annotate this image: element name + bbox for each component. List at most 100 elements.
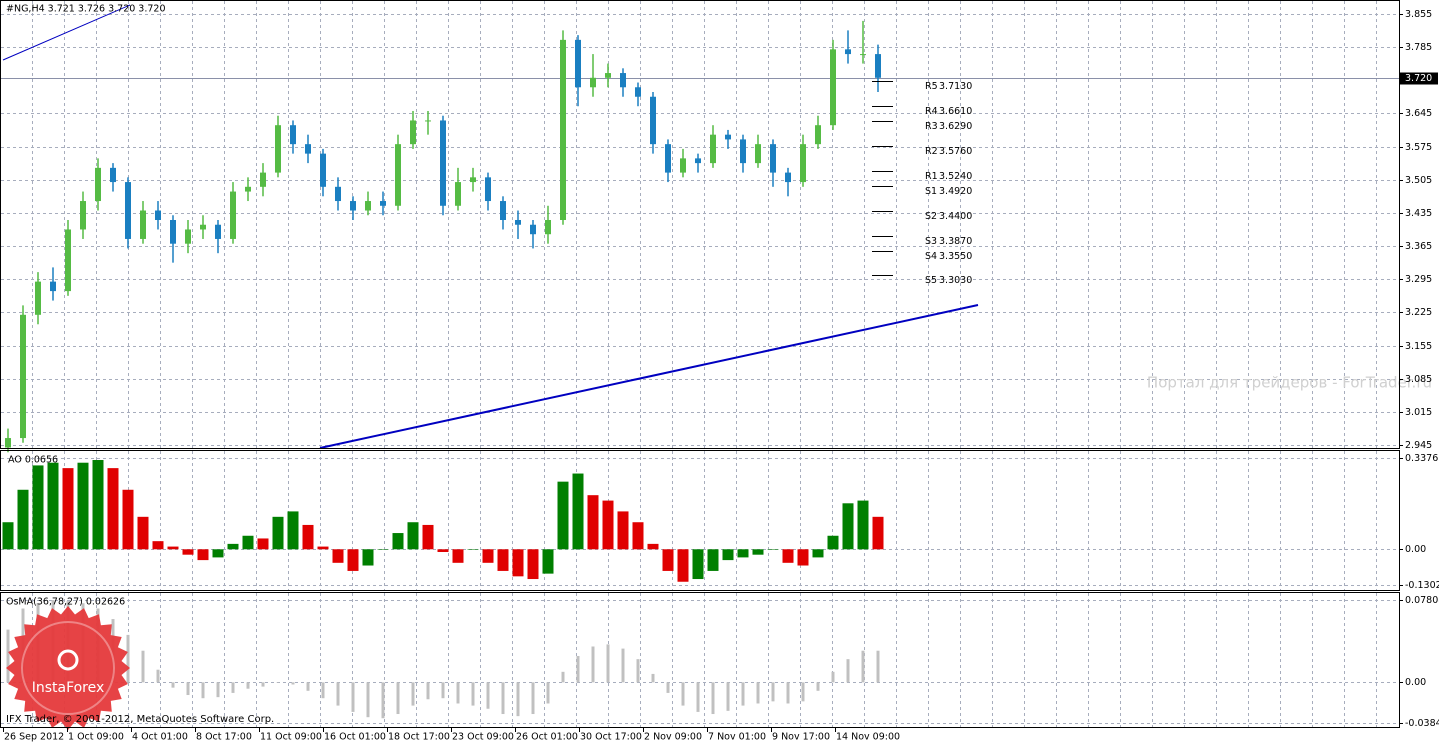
histogram-bar <box>227 543 239 550</box>
histogram-bar <box>827 535 839 550</box>
osma-panel-frame <box>0 592 1400 728</box>
histogram-bar <box>767 549 779 550</box>
histogram-bar <box>6 629 10 683</box>
candle-body <box>605 73 611 78</box>
histogram-bar <box>156 669 160 683</box>
candle-body <box>410 120 416 145</box>
histogram-bar <box>62 468 74 550</box>
histogram-bar <box>426 682 430 700</box>
histogram-bar <box>467 549 479 550</box>
candle-body <box>695 158 701 164</box>
histogram-bar <box>587 495 599 550</box>
histogram-bar <box>857 500 869 550</box>
candle-body <box>200 224 206 230</box>
histogram-bar <box>302 524 314 550</box>
candle-body <box>140 210 146 239</box>
candle-body <box>395 144 401 206</box>
candle-body <box>845 49 851 55</box>
candle-body <box>755 144 761 164</box>
candle-body <box>800 144 806 183</box>
histogram-bar <box>171 682 175 688</box>
candle-body <box>245 186 251 192</box>
histogram-bar <box>636 659 640 683</box>
x-tick-label: 11 Oct 09:00 <box>260 732 322 743</box>
x-tick-label: 1 Oct 09:00 <box>68 732 124 743</box>
histogram-bar <box>362 549 374 566</box>
histogram-bar <box>407 522 419 550</box>
pivot-name: S2 <box>925 211 937 222</box>
histogram-bar <box>351 682 355 712</box>
histogram-bar <box>872 516 884 550</box>
histogram-bar <box>381 682 385 719</box>
y-tick-label: 3.435 <box>1405 208 1432 219</box>
candle-body <box>665 144 671 173</box>
histogram-bar <box>842 503 854 550</box>
ao-title: AO 0.0656 <box>8 455 58 466</box>
histogram-bar <box>542 549 554 574</box>
candle-body <box>215 224 221 239</box>
pivot-name: R2 <box>925 146 938 157</box>
x-tick-label: 9 Nov 17:00 <box>772 732 830 743</box>
pivot-name: R4 <box>925 106 938 117</box>
histogram-bar <box>152 541 164 550</box>
histogram-bar <box>602 500 614 550</box>
histogram-bar <box>812 549 824 558</box>
histogram-bar <box>846 659 850 683</box>
pivot-name: R3 <box>925 121 938 132</box>
histogram-bar <box>77 462 89 550</box>
pivot-value: 3.6290 <box>939 121 972 132</box>
histogram-bar <box>662 549 674 571</box>
y-tick-label: 0.07808 <box>1405 595 1439 606</box>
candle-body <box>230 191 236 239</box>
candle-body <box>680 158 686 173</box>
histogram-bar <box>797 549 809 566</box>
histogram-bar <box>197 549 209 561</box>
trend-line <box>2 4 131 61</box>
candle-body <box>785 172 791 183</box>
candle-body <box>830 49 836 126</box>
candle-body <box>470 177 476 183</box>
pivot-name: R1 <box>925 171 938 182</box>
candle-body <box>530 224 536 235</box>
x-tick-label: 7 Nov 01:00 <box>708 732 766 743</box>
candle-body <box>350 201 356 211</box>
candle-body <box>545 219 551 235</box>
histogram-bar <box>411 682 415 706</box>
x-tick-label: 26 Sep 2012 <box>4 732 64 743</box>
histogram-bar <box>456 682 460 704</box>
histogram-bar <box>486 682 490 709</box>
histogram-bar <box>332 549 344 563</box>
current-price-label: 3.720 <box>1405 73 1432 84</box>
histogram-bar <box>366 682 370 718</box>
candle-body <box>95 167 101 202</box>
histogram-bar <box>861 650 865 683</box>
pivot-value: 3.3870 <box>939 236 972 247</box>
histogram-bar <box>216 682 220 698</box>
ao-panel-frame <box>0 450 1400 591</box>
histogram-bar <box>276 682 280 683</box>
y-tick-label: -0.1302 <box>1405 580 1439 591</box>
histogram-bar <box>291 682 295 685</box>
histogram-bar <box>501 682 505 715</box>
candle-body <box>455 182 461 206</box>
histogram-bar <box>317 546 329 550</box>
histogram-bar <box>531 682 535 715</box>
y-tick-label: 3.855 <box>1405 9 1432 20</box>
y-tick-label: -0.03848 <box>1405 718 1439 729</box>
histogram-bar <box>186 682 190 696</box>
y-tick-label: 3.785 <box>1405 42 1432 53</box>
osma-title: OsMA(36,78,27) 0.02626 <box>6 597 125 608</box>
candle-body <box>710 134 716 164</box>
pivot-name: R5 <box>925 81 938 92</box>
histogram-bar <box>497 549 509 571</box>
x-tick-label: 4 Oct 01:00 <box>132 732 188 743</box>
pivot-value: 3.6610 <box>939 106 972 117</box>
histogram-bar <box>752 549 764 555</box>
candle-body <box>380 201 386 206</box>
histogram-bar <box>696 682 700 712</box>
histogram-bar <box>182 549 194 555</box>
candle-body <box>635 87 641 97</box>
x-tick-label: 18 Oct 17:00 <box>388 732 450 743</box>
candle-body <box>320 153 326 187</box>
y-tick-label: 3.575 <box>1405 142 1432 153</box>
